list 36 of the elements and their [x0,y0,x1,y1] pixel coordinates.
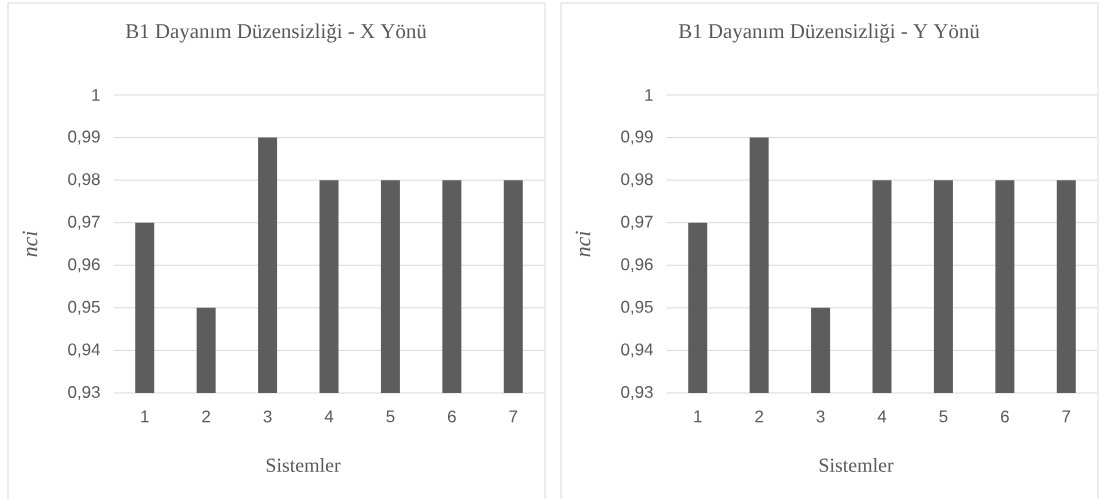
y-axis-title: nci [575,231,591,257]
x-axis-title: Sistemler [819,457,894,472]
x-tick-label: 6 [1001,410,1009,423]
chart-title: B1 Dayanım Düzensizliği - X Yönü [125,23,427,43]
x-tick-label: 7 [509,410,518,422]
x-tick-label: 3 [263,410,272,423]
y-tick-label: 0,93 [621,385,653,400]
y-tick-label: 0,94 [68,343,100,358]
chart-title: B1 Dayanım Düzensizliği - Y Yönü [678,23,980,43]
y-tick-label: 0,98 [68,172,100,187]
x-tick-label: 1 [694,410,702,422]
y-tick-label: 0,95 [621,300,653,315]
y-tick-label: 1 [92,88,100,101]
y-tick-label: 0,97 [68,215,100,230]
y-tick-label: 0,94 [621,343,653,358]
x-tick-label: 5 [386,410,395,423]
x-tick-label: 2 [202,410,210,423]
y-tick-label: 0,93 [68,385,100,400]
x-tick-label: 3 [816,410,825,423]
x-tick-label: 1 [141,410,149,422]
x-tick-label: 5 [939,410,948,423]
y-tick-label: 0,99 [68,130,100,145]
x-tick-label: 6 [448,410,456,423]
x-tick-label: 4 [324,410,334,422]
y-tick-label: 1 [645,88,653,101]
y-tick-label: 0,99 [621,130,653,145]
y-tick-label: 0,95 [68,300,100,315]
x-axis-title: Sistemler [266,457,341,472]
y-axis-title: nci [22,231,38,257]
x-tick-label: 7 [1062,410,1071,422]
y-tick-label: 0,97 [621,215,653,230]
x-tick-label: 4 [877,410,887,422]
x-tick-label: 2 [755,410,764,423]
y-tick-label: 0,96 [68,258,100,273]
y-tick-label: 0,96 [621,258,653,273]
y-tick-label: 0,98 [621,172,653,187]
